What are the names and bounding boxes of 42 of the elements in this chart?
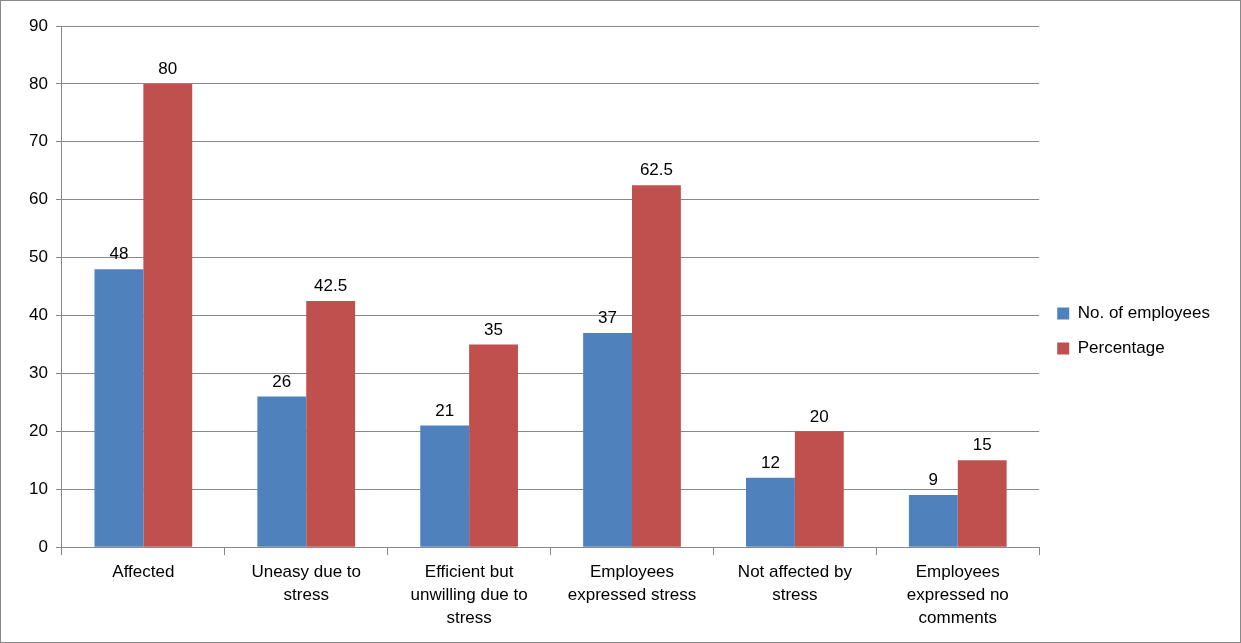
data-label: 62.5 [639,160,673,180]
data-label: 42.5 [314,276,348,296]
y-tick-label: 90 [28,15,48,35]
bar [632,185,681,547]
y-tick-label: 80 [28,73,48,93]
bar [306,301,356,547]
bar [420,425,470,547]
y-tick-label: 30 [28,363,48,383]
bar [746,477,795,547]
y-tick-label: 10 [28,478,48,498]
bar [794,431,844,547]
bar [908,495,958,547]
x-tick-label: Uneasy due to stress [251,562,362,605]
data-label: 35 [484,319,504,339]
x-tick-label: Affected [112,562,175,582]
data-label: 48 [109,244,129,264]
bar [583,332,632,547]
data-label: 15 [972,435,992,455]
data-label: 20 [809,406,829,426]
data-label: 26 [272,371,292,391]
bar [469,344,518,547]
bar [957,460,1007,547]
data-label: 9 [928,470,939,490]
y-tick-label: 20 [28,421,48,441]
y-tick-label: 50 [28,247,48,267]
data-label: 12 [760,452,780,472]
bar [94,269,144,547]
x-tick-label: Efficient but unwilling due to stress [410,562,528,628]
x-tick-label: Employees expressed no comments [906,562,1009,628]
bar [143,83,193,547]
data-label: 37 [598,308,618,328]
y-tick-label: 40 [28,305,48,325]
x-tick-label: Employees expressed stress [567,562,697,605]
legend-label: Percentage [1077,338,1165,358]
data-label: 21 [435,400,455,420]
y-tick-label: 70 [28,131,48,151]
y-tick-label: 0 [38,536,48,556]
y-tick-label: 60 [28,189,48,209]
bar [257,396,307,547]
legend-label: No. of employees [1077,303,1211,323]
data-label: 80 [158,59,178,79]
x-tick-label: Not affected by stress [737,562,853,605]
